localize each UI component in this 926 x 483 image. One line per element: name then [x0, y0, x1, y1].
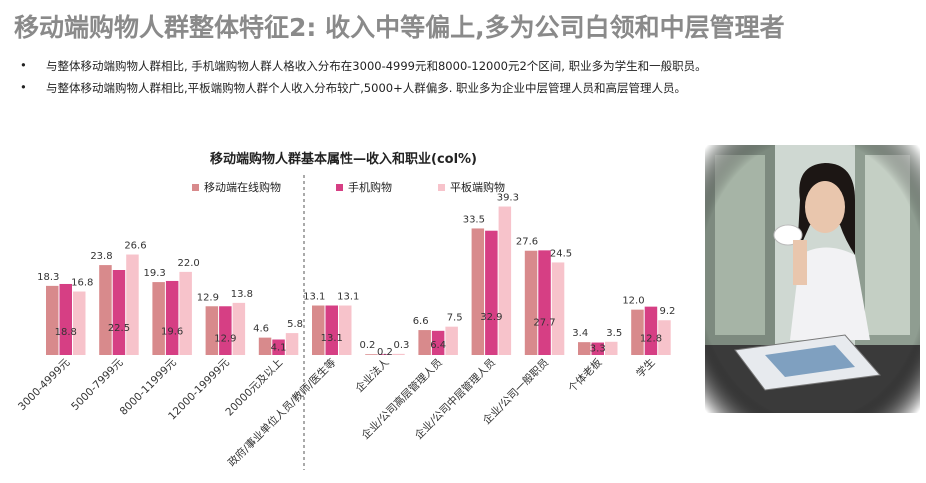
legend-label: 平板端购物	[450, 180, 505, 194]
data-label: 4.1	[271, 343, 287, 354]
bullet-list: 与整体移动端购物人群相比, 手机端购物人群人格收入分布在3000-4999元和8…	[20, 58, 900, 102]
data-label: 13.1	[303, 292, 325, 303]
bar	[578, 342, 591, 355]
bar	[165, 280, 179, 355]
data-label: 3.4	[572, 328, 588, 339]
bar	[179, 271, 192, 355]
bar-chart: 移动端在线购物 手机购物 平板端购物 18.3 18.8 16.8 23.8 22.5 26.…	[16, 175, 675, 470]
data-label: 33.5	[463, 214, 485, 225]
bar	[418, 330, 431, 355]
data-label: 22.0	[178, 258, 200, 269]
data-label: 26.6	[124, 241, 146, 252]
data-label: 18.8	[55, 327, 77, 338]
x-tick-label: 个体老板	[565, 356, 604, 395]
bar	[312, 305, 325, 355]
data-label: 12.9	[214, 333, 236, 344]
bar	[205, 306, 219, 355]
data-label: 13.1	[321, 333, 343, 344]
data-label: 13.1	[337, 292, 359, 303]
data-label: 19.6	[161, 326, 183, 337]
data-label: 0.3	[393, 340, 409, 351]
data-label: 12.9	[197, 292, 219, 303]
data-label: 18.3	[37, 272, 59, 283]
bar	[219, 306, 232, 355]
bar	[73, 291, 86, 355]
bar	[524, 250, 538, 355]
bar	[538, 250, 551, 355]
bar	[485, 230, 498, 355]
bar	[59, 283, 72, 355]
bar	[272, 339, 285, 355]
x-tick-label: 8000-11999元	[118, 356, 179, 417]
data-label: 3.3	[590, 344, 606, 355]
data-label: 3.5	[606, 328, 622, 339]
bar	[112, 270, 126, 355]
bar	[365, 354, 378, 355]
bar	[431, 330, 445, 355]
data-label: 4.6	[253, 324, 269, 335]
bar	[658, 320, 671, 355]
bar	[258, 337, 272, 355]
x-tick-label: 20000元及以上	[223, 357, 285, 419]
x-tick-label: 政府/事业单位人员/教师/医生等	[225, 356, 339, 470]
bar	[152, 282, 165, 355]
legend-swatch	[438, 184, 445, 191]
data-label: 24.5	[550, 248, 572, 259]
bar	[392, 353, 405, 355]
data-label: 0.2	[377, 347, 393, 358]
x-tick-label: 企业法人	[353, 356, 392, 395]
data-label: 9.2	[659, 306, 675, 317]
data-label: 7.5	[447, 313, 463, 324]
bar	[285, 333, 299, 355]
data-label: 13.8	[231, 289, 253, 300]
data-label: 5.8	[287, 319, 303, 330]
data-label: 12.0	[622, 296, 644, 307]
data-label: 0.2	[359, 340, 375, 351]
data-label: 6.6	[413, 316, 429, 327]
bullet-item: 与整体移动端购物人群相比,平板端购物人群个人收入分布较广,5000+人群偏多. …	[20, 80, 900, 96]
bar	[378, 354, 392, 355]
page-title: 移动端购物人群整体特征2: 收入中等偏上,多为公司白领和中层管理者	[14, 13, 785, 42]
bar	[471, 228, 485, 355]
bar	[325, 305, 338, 355]
legend-swatch	[336, 184, 343, 191]
bar	[631, 309, 644, 355]
data-label: 12.8	[640, 333, 662, 344]
bar	[339, 305, 352, 355]
bar	[605, 341, 618, 355]
bar	[99, 265, 112, 355]
bullet-item: 与整体移动端购物人群相比, 手机端购物人群人格收入分布在3000-4999元和8…	[20, 58, 900, 74]
data-label: 6.4	[430, 340, 446, 351]
bar	[445, 326, 458, 355]
chart-legend: 移动端在线购物 手机购物 平板端购物	[192, 180, 505, 194]
chart-title: 移动端购物人群基本属性—收入和职业(col%)	[210, 152, 478, 167]
x-tick-label: 学生	[634, 356, 658, 380]
bar	[591, 342, 604, 355]
bar	[46, 285, 59, 355]
legend-label: 移动端在线购物	[204, 180, 281, 194]
data-label: 23.8	[90, 251, 112, 262]
data-label: 27.7	[533, 318, 555, 329]
bar	[644, 306, 658, 355]
x-tick-label: 5000-7999元	[69, 356, 126, 413]
legend-label: 手机购物	[348, 180, 392, 194]
data-label: 19.3	[144, 268, 166, 279]
data-label: 39.3	[497, 193, 519, 204]
x-tick-label: 3000-4999元	[16, 356, 73, 413]
bar	[126, 254, 139, 355]
data-label: 27.6	[516, 237, 538, 248]
data-label: 16.8	[71, 278, 93, 289]
legend-swatch	[192, 184, 199, 191]
woman-reading-photo	[705, 145, 920, 413]
data-label: 32.9	[480, 312, 502, 323]
data-label: 22.5	[108, 323, 130, 334]
bar	[498, 206, 512, 355]
bar	[551, 262, 565, 355]
bar	[232, 302, 246, 355]
